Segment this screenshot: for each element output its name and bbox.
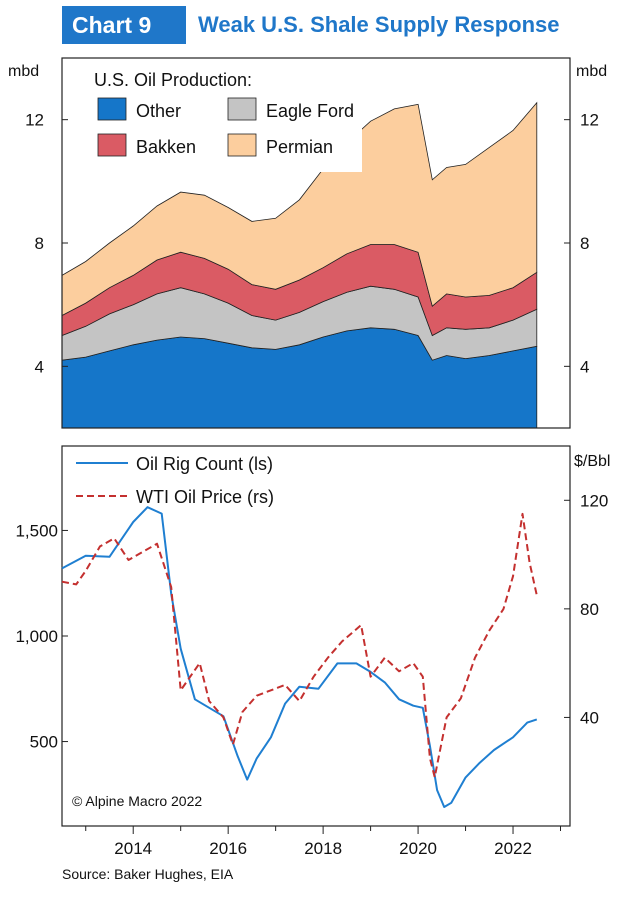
- legend-swatch-eagle-ford: [227, 97, 257, 121]
- ytick-label-left: 4: [35, 357, 44, 376]
- ytick-label-left: 1,000: [15, 627, 58, 646]
- ytick-label-right: 12: [580, 111, 599, 130]
- xtick-label-2016: 2016: [209, 839, 247, 858]
- legend-label-oil-rig-count: Oil Rig Count (ls): [136, 454, 273, 474]
- xtick-label-2018: 2018: [304, 839, 342, 858]
- legend-label-bakken: Bakken: [136, 137, 196, 157]
- legend-label-other: Other: [136, 101, 181, 121]
- legend-label-permian: Permian: [266, 137, 333, 157]
- ylabel-left-top: mbd: [8, 63, 39, 80]
- source-note: Source: Baker Hughes, EIA: [62, 866, 234, 882]
- ytick-label-right: 4: [580, 357, 589, 376]
- legend-title: U.S. Oil Production:: [94, 70, 252, 90]
- line-oil-rig-count: [61, 506, 538, 808]
- legend-box: [90, 64, 362, 172]
- xtick-label-2022: 2022: [494, 839, 532, 858]
- line-wti-oil-price: [61, 512, 538, 779]
- legend-swatch-permian: [227, 133, 257, 157]
- ylabel-right-bottom: $/Bbl: [574, 453, 610, 470]
- ytick-label-right: 120: [580, 491, 608, 510]
- ylabel-right-top: mbd: [576, 63, 607, 80]
- chart-title: Weak U.S. Shale Supply Response: [198, 12, 560, 37]
- xtick-label-2014: 2014: [114, 839, 152, 858]
- area-permian: [61, 101, 538, 317]
- legend-swatch-bakken: [97, 133, 127, 157]
- legend-swatch-other: [97, 97, 127, 121]
- ytick-label-right: 80: [580, 600, 599, 619]
- ytick-label-left: 12: [25, 111, 44, 130]
- copyright-note: © Alpine Macro 2022: [72, 793, 202, 809]
- ytick-label-left: 500: [30, 733, 58, 752]
- legend-label-wti-oil-price: WTI Oil Price (rs): [136, 487, 274, 507]
- ytick-label-left: 8: [35, 234, 44, 253]
- ytick-label-right: 40: [580, 708, 599, 727]
- xtick-label-2020: 2020: [399, 839, 437, 858]
- ytick-label-left: 1,500: [15, 521, 58, 540]
- ytick-label-right: 8: [580, 234, 589, 253]
- legend-label-eagle-ford: Eagle Ford: [266, 101, 354, 121]
- chart-number-tag: Chart 9: [62, 6, 186, 44]
